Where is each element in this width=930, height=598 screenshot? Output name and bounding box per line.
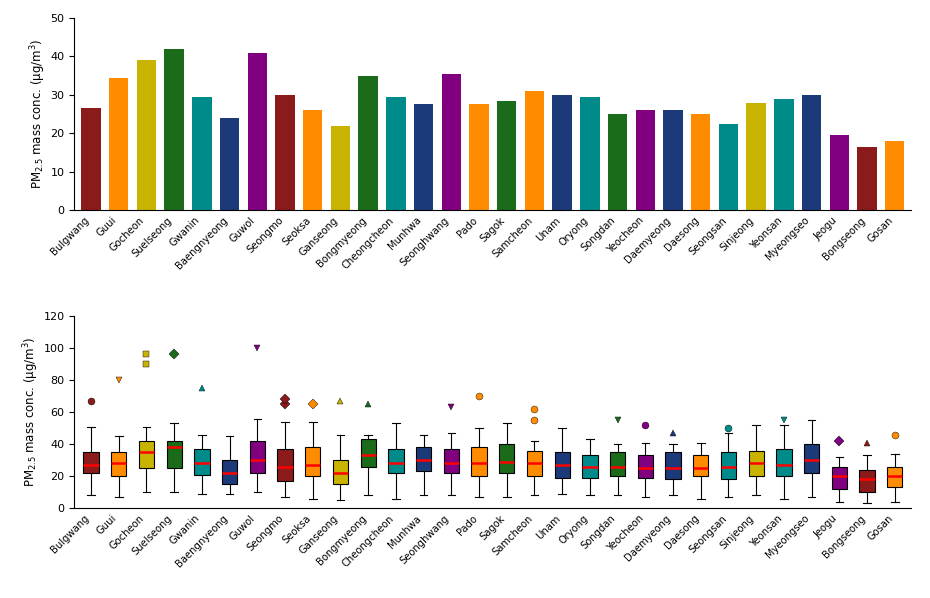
Bar [497,100,516,210]
Bar [416,447,432,471]
Bar [331,126,351,210]
Bar [388,449,404,473]
Bar [608,114,628,210]
Bar [81,108,100,210]
Bar [247,53,267,210]
Bar [885,141,905,210]
Bar [358,75,378,210]
Bar [109,78,128,210]
Bar [552,95,572,210]
Bar [277,449,293,481]
Bar [137,60,156,210]
Bar [193,97,212,210]
Bar [414,105,433,210]
Bar [499,444,514,473]
Bar [386,97,405,210]
Bar [857,147,877,210]
Bar [802,95,821,210]
Bar [859,470,875,492]
Bar [804,444,819,473]
Bar [222,460,237,484]
Bar [527,451,542,476]
Bar [470,105,489,210]
Bar [887,466,902,487]
Bar [525,91,544,210]
Bar [219,118,239,210]
Bar [777,449,791,476]
Bar [194,449,209,475]
Bar [249,441,265,473]
Bar [721,452,737,480]
Bar [693,456,709,476]
Bar [830,135,849,210]
Bar [635,110,655,210]
Bar [444,449,458,473]
Bar [582,456,597,478]
Bar [166,441,181,468]
Y-axis label: PM$_{2.5}$ mass conc. (μg/m$^3$): PM$_{2.5}$ mass conc. (μg/m$^3$) [28,39,47,190]
Bar [305,447,320,476]
Bar [831,466,847,489]
Bar [442,74,461,210]
Bar [303,110,323,210]
Bar [691,114,711,210]
Bar [84,452,99,473]
Bar [361,440,376,466]
Y-axis label: PM$_{2.5}$ mass conc. (μg/m$^3$): PM$_{2.5}$ mass conc. (μg/m$^3$) [21,337,41,487]
Bar [554,452,570,478]
Bar [275,95,295,210]
Bar [333,460,348,484]
Bar [749,451,764,476]
Bar [139,441,154,468]
Bar [774,99,793,210]
Bar [580,97,600,210]
Bar [472,447,486,476]
Bar [610,452,625,476]
Bar [663,110,683,210]
Bar [666,452,681,480]
Bar [747,102,766,210]
Bar [165,48,184,210]
Bar [638,456,653,478]
Bar [111,452,126,476]
Bar [719,124,738,210]
